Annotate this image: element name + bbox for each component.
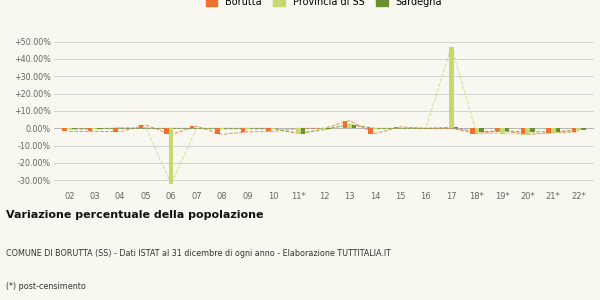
Text: Variazione percentuale della popolazione: Variazione percentuale della popolazione xyxy=(6,210,263,220)
Text: COMUNE DI BORUTTA (SS) - Dati ISTAT al 31 dicembre di ogni anno - Elaborazione T: COMUNE DI BORUTTA (SS) - Dati ISTAT al 3… xyxy=(6,249,391,258)
Bar xyxy=(521,128,526,134)
Bar xyxy=(271,128,275,129)
Bar xyxy=(526,128,530,134)
Legend: Borutta, Provincia di SS, Sardegna: Borutta, Provincia di SS, Sardegna xyxy=(204,0,444,9)
Bar xyxy=(496,128,500,131)
Bar xyxy=(301,128,305,134)
Bar xyxy=(581,128,586,130)
Bar xyxy=(449,47,454,128)
Bar xyxy=(572,128,577,132)
Bar xyxy=(71,128,76,129)
Bar xyxy=(505,128,509,131)
Text: (*) post-censimento: (*) post-censimento xyxy=(6,282,86,291)
Bar xyxy=(245,128,250,129)
Bar xyxy=(347,124,352,128)
Bar xyxy=(475,128,479,134)
Bar xyxy=(113,128,118,132)
Bar xyxy=(164,128,169,134)
Bar xyxy=(326,128,331,129)
Bar xyxy=(556,128,560,132)
Bar xyxy=(296,128,301,134)
Bar xyxy=(470,128,475,134)
Bar xyxy=(322,128,326,130)
Bar xyxy=(368,128,373,134)
Bar xyxy=(215,128,220,134)
Bar xyxy=(92,128,97,129)
Bar xyxy=(67,128,71,129)
Bar xyxy=(62,128,67,131)
Bar xyxy=(169,128,173,184)
Bar xyxy=(343,121,347,128)
Bar xyxy=(139,125,143,128)
Bar xyxy=(394,127,398,128)
Bar xyxy=(88,128,92,131)
Bar xyxy=(190,126,194,128)
Bar xyxy=(551,128,556,133)
Bar xyxy=(577,128,581,130)
Bar xyxy=(530,128,535,132)
Bar xyxy=(220,128,224,129)
Bar xyxy=(97,128,101,129)
Bar xyxy=(373,128,377,129)
Bar xyxy=(547,128,551,133)
Bar xyxy=(241,128,245,132)
Bar xyxy=(479,128,484,132)
Bar xyxy=(352,125,356,128)
Bar xyxy=(266,128,271,131)
Bar xyxy=(500,128,505,134)
